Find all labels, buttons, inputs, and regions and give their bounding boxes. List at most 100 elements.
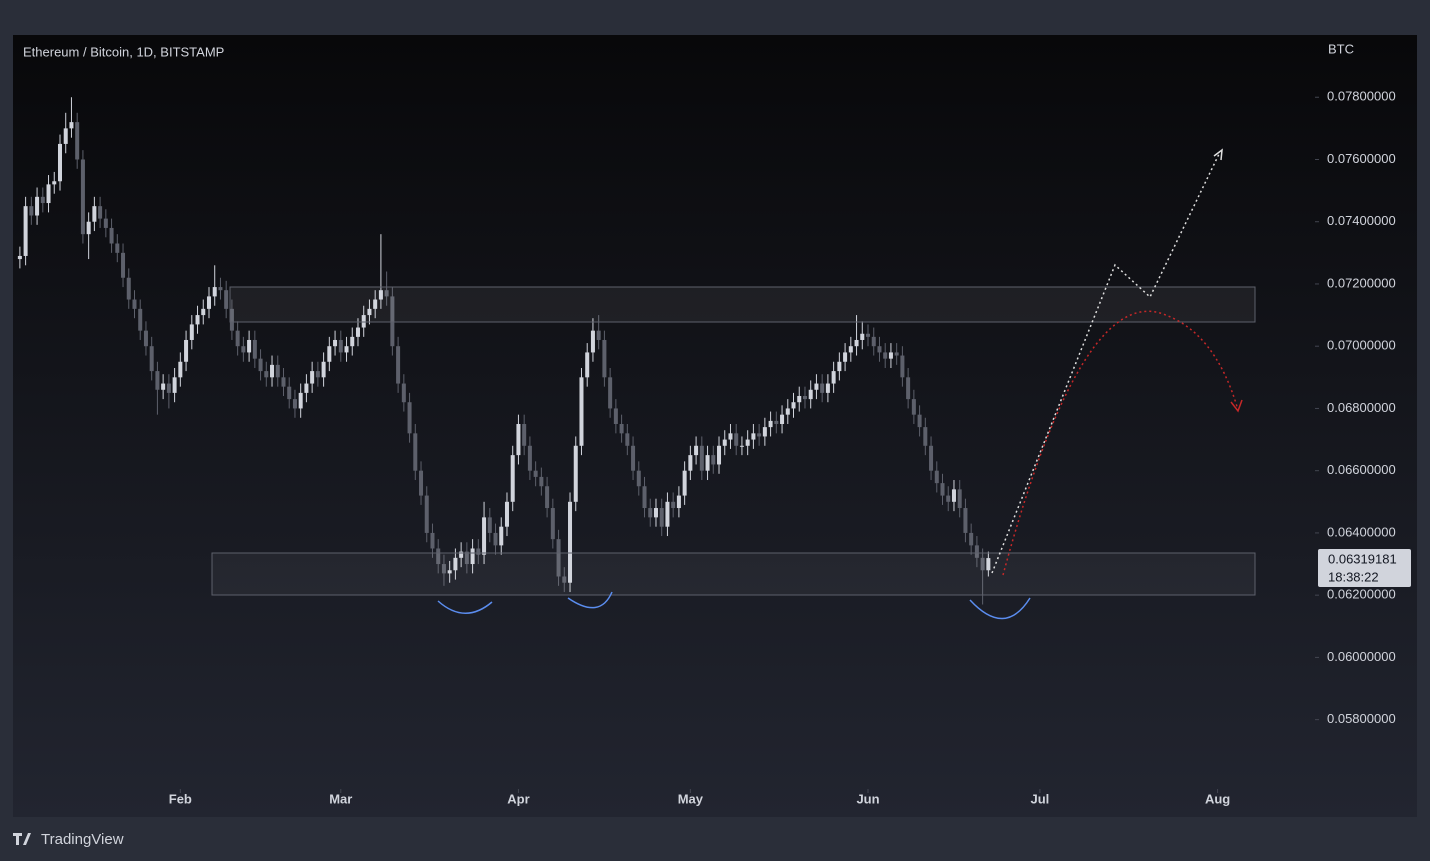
chart-title: Ethereum / Bitcoin, 1D, BITSTAMP <box>23 44 224 59</box>
candle-body <box>29 206 34 216</box>
candle-body <box>911 399 916 415</box>
candle-body <box>808 389 813 400</box>
candle-body <box>241 346 246 353</box>
candle-body <box>178 361 183 378</box>
candle-body <box>304 383 309 393</box>
candle-body <box>373 299 378 309</box>
bearish-path <box>1002 310 1239 576</box>
candle-body <box>648 508 653 518</box>
candle-body <box>390 296 395 347</box>
candle-body <box>820 383 825 393</box>
candle-body <box>166 383 171 393</box>
candle-body <box>785 408 790 415</box>
candle-body <box>791 402 796 409</box>
candle-body <box>287 386 292 400</box>
candle-body <box>585 352 590 378</box>
y-tick-label: 0.07600000 <box>1327 151 1396 166</box>
candle-body <box>23 206 28 256</box>
candle-body <box>224 290 229 309</box>
candle-body <box>671 501 676 509</box>
candle-body <box>419 470 424 496</box>
candle-body <box>436 548 441 565</box>
candle-body <box>212 287 217 297</box>
candle-body <box>969 532 974 546</box>
y-tick-label: 0.07200000 <box>1327 275 1396 290</box>
y-tick-label: 0.06000000 <box>1327 649 1396 664</box>
candle-body <box>270 364 275 378</box>
bottom-arc <box>969 597 1031 620</box>
candle-body <box>705 455 710 471</box>
candle-body <box>310 371 315 384</box>
candle-body <box>138 308 143 331</box>
candle-body <box>757 433 762 437</box>
candle-body <box>252 339 257 359</box>
candle-body <box>957 489 962 509</box>
candle-body <box>579 377 584 446</box>
candle-body <box>493 532 498 546</box>
candle-body <box>562 576 567 583</box>
y-tick-label: 0.06400000 <box>1327 524 1396 539</box>
candle-body <box>103 218 108 228</box>
bottom-arc <box>437 600 493 614</box>
candle-body <box>292 399 297 409</box>
candle-body <box>476 548 481 555</box>
candle-body <box>413 433 418 471</box>
candle-body <box>499 526 504 546</box>
candle-body <box>717 445 722 465</box>
candle-body <box>762 427 767 437</box>
x-tick-label: Apr <box>507 791 529 806</box>
candle-body <box>934 470 939 484</box>
candle-body <box>843 352 848 362</box>
candle-body <box>596 330 601 340</box>
candle-body <box>522 424 527 446</box>
candle-body <box>384 290 389 297</box>
candle-body <box>929 445 934 471</box>
candle-body <box>888 352 893 359</box>
candle-body <box>631 445 636 471</box>
candle-body <box>46 184 51 204</box>
candle-body <box>264 371 269 378</box>
candle-body <box>980 557 985 571</box>
candle-body <box>155 371 160 390</box>
candle-body <box>35 196 40 216</box>
candle-body <box>441 564 446 574</box>
candle-body <box>739 445 744 447</box>
last-price: 0.06319181 <box>1328 551 1397 566</box>
candle-body <box>430 532 435 549</box>
x-tick-label: Jul <box>1031 791 1050 806</box>
candle-body <box>504 501 509 527</box>
candle-body <box>951 489 956 502</box>
candle-body <box>80 159 85 235</box>
candle-body <box>619 424 624 434</box>
candle-body <box>75 122 80 160</box>
candle-body <box>321 361 326 378</box>
candle-body <box>361 315 366 328</box>
candle-body <box>866 333 871 337</box>
candle-body <box>906 377 911 400</box>
candle-body <box>98 206 103 219</box>
x-tick-label: May <box>678 791 704 806</box>
candle-body <box>206 296 211 309</box>
candle-body <box>550 508 555 540</box>
candle-body <box>860 333 865 340</box>
candle-body <box>201 308 206 316</box>
candle-body <box>396 346 401 384</box>
axis-unit: BTC <box>1328 41 1354 56</box>
x-tick-label: Mar <box>329 791 352 806</box>
candle-body <box>573 445 578 502</box>
candle-body <box>218 287 223 291</box>
y-tick-label: 0.06800000 <box>1327 400 1396 415</box>
candle-body <box>344 346 349 353</box>
x-tick-label: Feb <box>169 791 192 806</box>
candle-body <box>333 339 338 347</box>
candle-body <box>275 364 280 378</box>
candle-body <box>659 508 664 527</box>
arrow-head <box>1213 148 1223 161</box>
candle-body <box>797 395 802 403</box>
candle-body <box>195 315 200 325</box>
candle-body <box>694 445 699 456</box>
candle-body <box>17 255 22 260</box>
candle-body <box>315 371 320 378</box>
candle-body <box>682 470 687 496</box>
candle-body <box>642 486 647 509</box>
